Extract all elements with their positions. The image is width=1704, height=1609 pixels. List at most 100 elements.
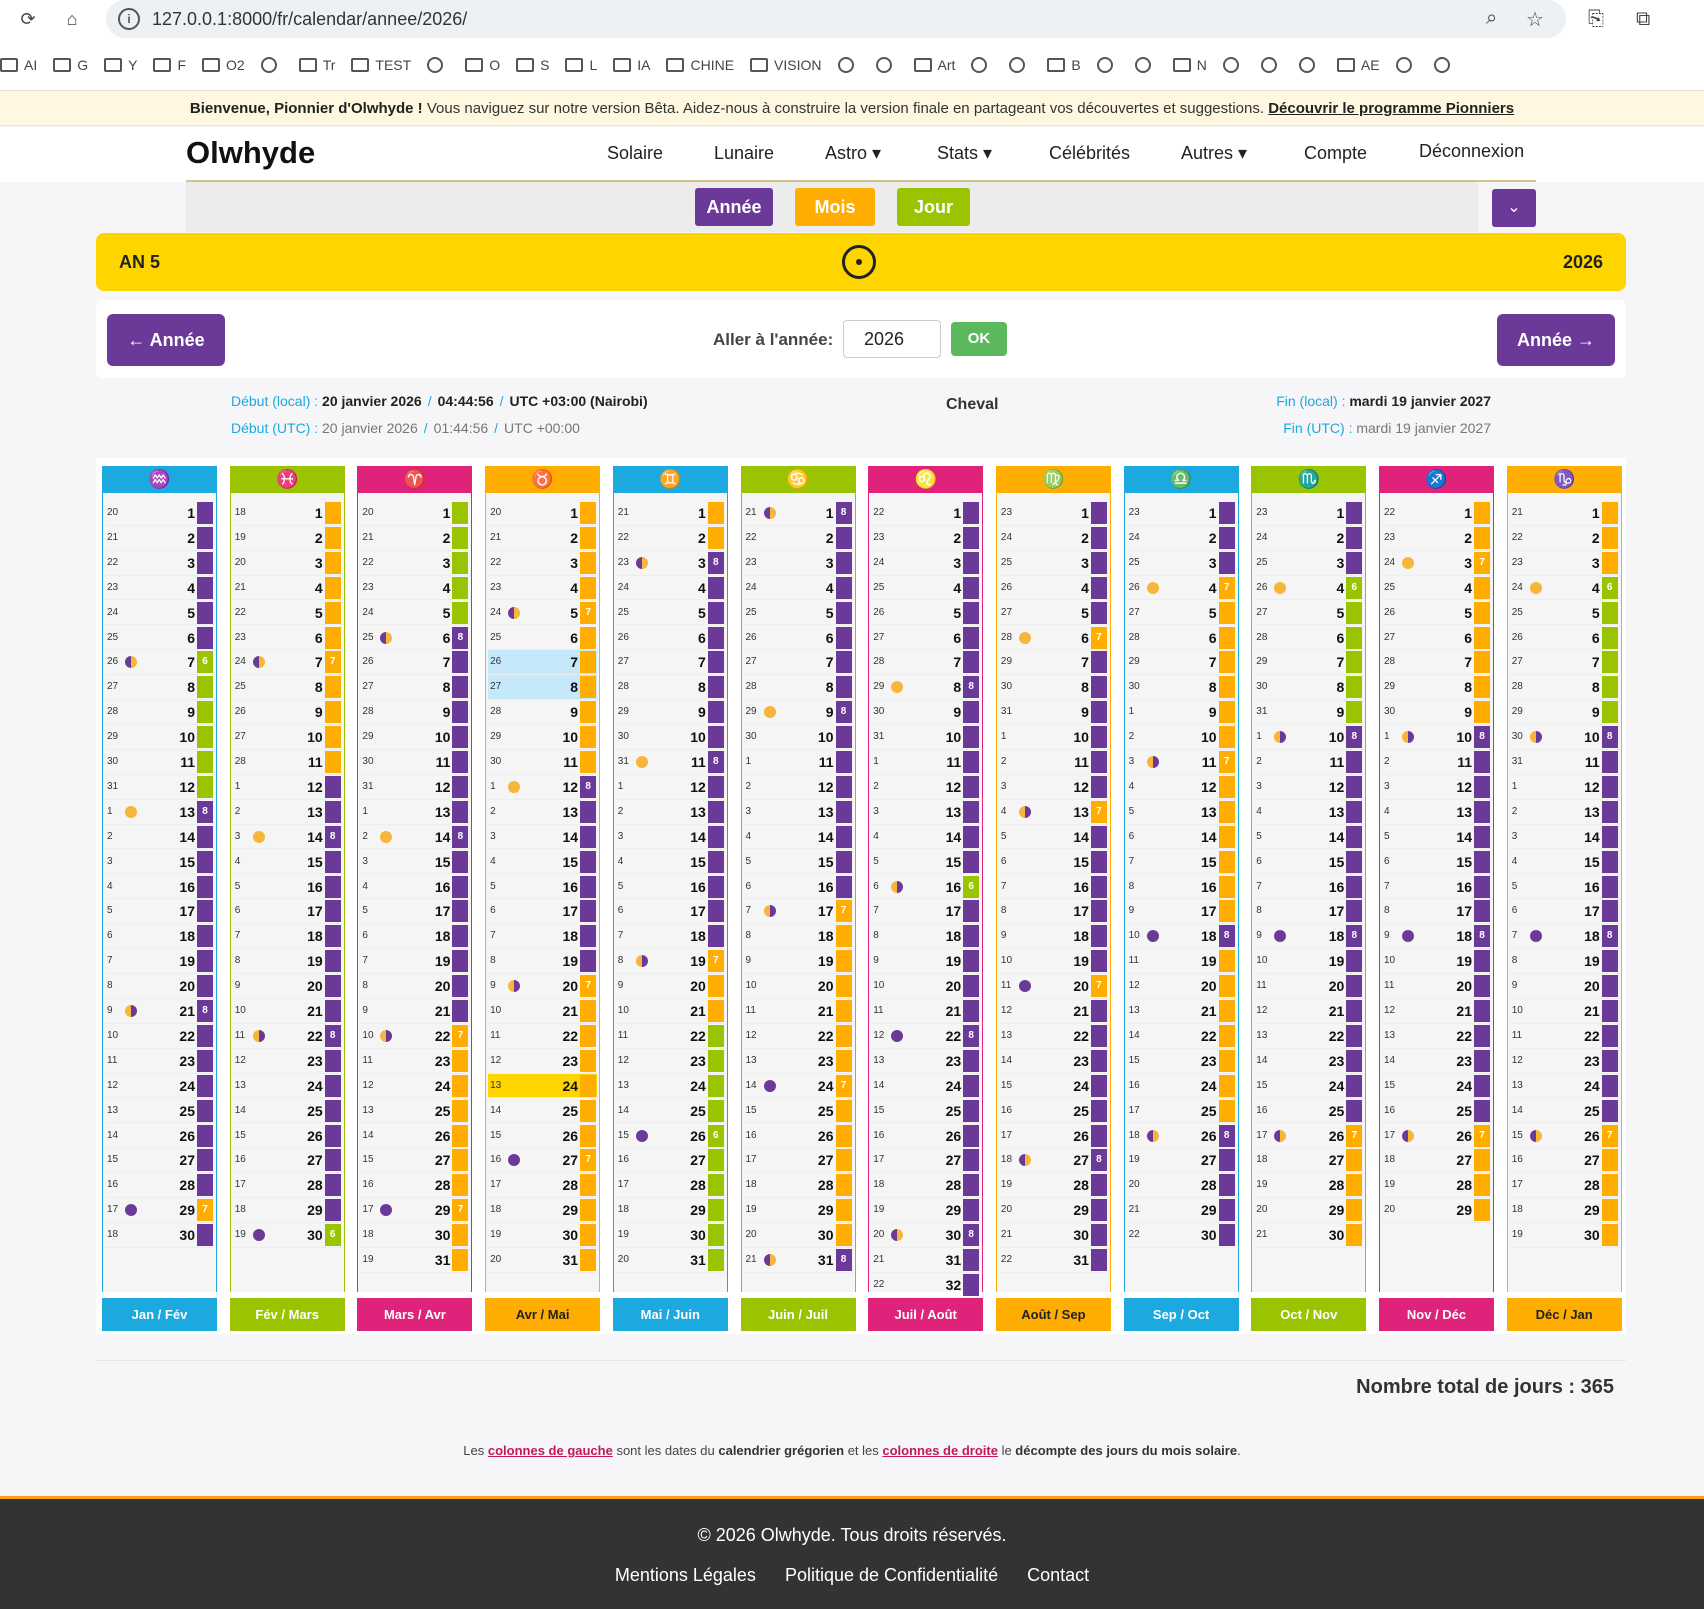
day-row[interactable]: 28 7 — [1382, 650, 1491, 676]
tab-jour[interactable]: Jour — [897, 188, 970, 226]
day-row[interactable]: 16 25 — [1382, 1099, 1491, 1124]
day-row[interactable]: 28 6 — [1126, 626, 1236, 651]
bookmark-item[interactable]: AE — [1336, 50, 1380, 80]
day-row[interactable]: 31 11 — [1509, 750, 1619, 775]
day-row[interactable]: 3 12 — [1382, 775, 1491, 800]
day-row[interactable]: 26 7 — [360, 650, 470, 676]
day-row[interactable]: 13 25 — [105, 1099, 214, 1124]
day-row[interactable]: 14 22 — [1126, 1024, 1236, 1049]
day-row[interactable]: 4 15 — [488, 850, 598, 875]
footer-link-contact[interactable]: Contact — [1027, 1565, 1090, 1585]
day-row[interactable]: 11 22 — [615, 1024, 725, 1049]
bookmark-item[interactable] — [1009, 50, 1031, 80]
day-row[interactable]: 24 3 7 — [1382, 551, 1491, 576]
url-text[interactable]: 127.0.0.1:8000/fr/calendar/annee/2026/ — [152, 9, 468, 29]
day-row[interactable]: 3 15 — [360, 850, 470, 875]
day-row[interactable]: 12 23 — [232, 1049, 342, 1074]
day-row[interactable]: 3 12 — [998, 775, 1108, 800]
day-row[interactable]: 11 22 8 — [232, 1024, 342, 1049]
day-row[interactable]: 28 8 — [743, 675, 853, 701]
day-row[interactable]: 30 8 — [1126, 675, 1236, 701]
day-row[interactable]: 24 7 7 — [232, 650, 342, 676]
day-row[interactable]: 13 21 — [1126, 999, 1236, 1024]
translate-icon[interactable]: ⎘ — [1588, 8, 1604, 30]
day-row[interactable]: 11 22 — [488, 1024, 598, 1049]
day-row[interactable]: 5 16 — [1509, 875, 1619, 900]
next-year-button[interactable]: Année → — [1497, 314, 1615, 366]
day-row[interactable]: 21 1 8 — [743, 501, 853, 526]
day-row[interactable]: 9 20 7 — [488, 974, 598, 999]
footer-link-mentions[interactable]: Mentions Légales — [614, 1565, 756, 1585]
day-row[interactable]: 17 25 — [1126, 1099, 1236, 1124]
day-row[interactable]: 26 6 — [615, 626, 725, 651]
day-row[interactable]: 20 31 — [615, 1248, 725, 1273]
day-row[interactable]: 27 5 — [1126, 601, 1236, 626]
day-row[interactable]: 20 1 — [360, 501, 470, 526]
day-row[interactable]: 14 24 — [871, 1074, 981, 1099]
day-row[interactable]: 11 21 — [871, 999, 981, 1024]
day-row[interactable]: 19 30 — [615, 1223, 725, 1248]
day-row[interactable]: 16 25 — [998, 1099, 1108, 1124]
day-row[interactable]: 1 10 8 — [1382, 725, 1491, 750]
day-row[interactable]: 6 14 — [1126, 825, 1236, 850]
day-row[interactable]: 30 11 — [105, 750, 214, 775]
day-row[interactable]: 24 5 — [360, 601, 470, 626]
day-row[interactable]: 24 5 — [105, 601, 214, 626]
goto-year-input[interactable] — [843, 320, 941, 358]
day-row[interactable]: 13 24 — [615, 1074, 725, 1099]
day-row[interactable]: 13 22 — [998, 1024, 1108, 1049]
day-row[interactable]: 12 20 — [1126, 974, 1236, 999]
day-row[interactable]: 3 12 — [1254, 775, 1364, 800]
day-row[interactable]: 16 28 — [360, 1173, 470, 1199]
day-row[interactable]: 21 29 — [1126, 1198, 1236, 1223]
day-row[interactable]: 9 21 8 — [105, 999, 214, 1024]
day-row[interactable]: 28 6 — [1254, 626, 1364, 651]
bookmark-item[interactable] — [427, 50, 449, 80]
day-row[interactable]: 12 22 — [743, 1024, 853, 1049]
goto-year-ok-button[interactable]: OK — [951, 322, 1007, 356]
day-row[interactable]: 6 16 — [743, 875, 853, 900]
day-row[interactable]: 27 6 — [871, 626, 981, 651]
day-row[interactable]: 14 24 7 — [743, 1074, 853, 1099]
menu-autres[interactable]: Autres ▾ — [1181, 143, 1248, 163]
menu-celebrites[interactable]: Célébrités — [1049, 143, 1131, 163]
day-row[interactable]: 24 4 — [743, 576, 853, 601]
day-row[interactable]: 16 27 — [232, 1148, 342, 1174]
day-row[interactable]: 19 28 — [998, 1173, 1108, 1199]
day-row[interactable]: 5 13 — [1126, 800, 1236, 825]
bookmark-item[interactable] — [1096, 50, 1119, 80]
day-row[interactable]: 2 13 — [232, 800, 342, 825]
chevron-down-icon[interactable]: ⌄ — [1492, 189, 1536, 227]
day-row[interactable]: 15 24 — [998, 1074, 1108, 1099]
day-row[interactable]: 5 14 — [1382, 825, 1491, 850]
day-row[interactable]: 6 15 — [1254, 850, 1364, 875]
left-columns-link[interactable]: colonnes de gauche — [487, 1443, 613, 1458]
day-row[interactable]: 23 4 — [488, 576, 598, 601]
day-row[interactable]: 18 30 — [360, 1223, 470, 1248]
day-row[interactable]: 13 24 — [232, 1074, 342, 1099]
day-row[interactable]: 1 11 — [743, 750, 853, 775]
day-row[interactable]: 12 21 — [1382, 999, 1491, 1024]
day-row[interactable]: 7 16 — [1254, 875, 1364, 900]
day-row[interactable]: 18 1 — [232, 501, 342, 526]
bookmark-item[interactable]: L — [565, 50, 597, 80]
day-row[interactable]: 9 17 — [1126, 899, 1236, 925]
day-row[interactable]: 1 11 — [871, 750, 981, 775]
day-row[interactable]: 29 9 — [1509, 700, 1619, 725]
day-row[interactable]: 26 6 — [743, 626, 853, 651]
day-row[interactable]: 7 17 — [871, 899, 981, 925]
right-columns-link[interactable]: colonnes de droite — [882, 1443, 998, 1458]
day-row[interactable]: 16 24 — [1126, 1074, 1236, 1099]
day-row[interactable]: 14 23 — [998, 1049, 1108, 1074]
day-row[interactable]: 15 27 — [105, 1148, 214, 1174]
day-row[interactable]: 1 13 8 — [105, 800, 214, 825]
day-row[interactable]: 4 14 — [743, 825, 853, 850]
day-row[interactable]: 29 10 — [105, 725, 214, 750]
day-row[interactable]: 1 13 — [360, 800, 470, 825]
day-row[interactable]: 9 19 — [743, 949, 853, 974]
site-logo[interactable]: Olwhyde — [186, 135, 316, 170]
day-row[interactable]: 27 8 — [360, 675, 470, 701]
day-row[interactable]: 20 29 — [998, 1198, 1108, 1223]
